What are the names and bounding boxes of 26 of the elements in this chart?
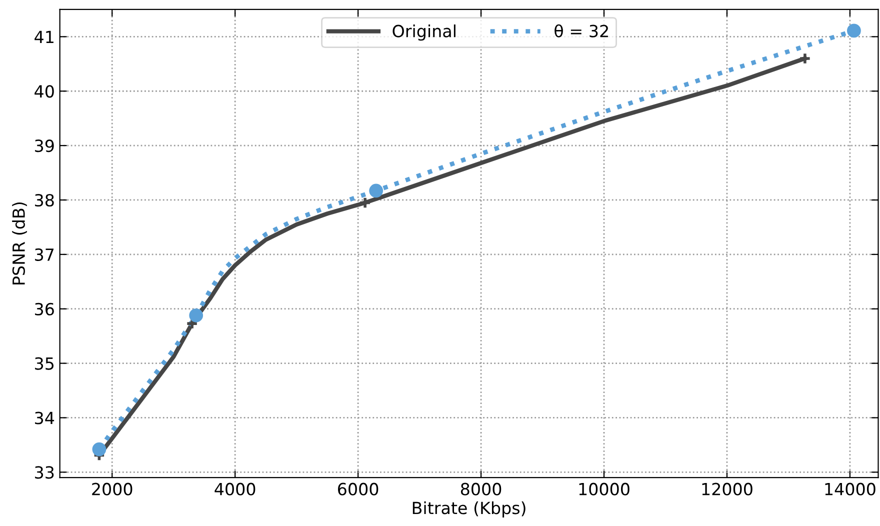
y-tick-label: 37 [35,248,54,261]
y-tick-label: 40 [34,85,54,98]
y-tick-label: 36 [35,302,54,316]
y-axis-title: PSNR (dB) [12,202,27,284]
x-tick-label: 10000 [579,482,630,496]
x-axis-title: Bitrate (Kbps) [412,501,526,518]
y-tick-label: 41 [34,30,54,44]
point [798,52,812,65]
x-tick-label: 6000 [338,482,378,496]
x-tick-label: 2000 [92,482,132,496]
y-tick-label: 35 [35,357,54,370]
legend-label: Original [392,24,456,41]
legend-label: θ = 32 [554,24,608,38]
point [369,184,384,198]
y-tick-label: 38 [35,194,54,207]
y-tick-label: 39 [35,140,54,152]
point [92,442,106,456]
point [358,196,372,209]
point [847,24,861,38]
y-tick-label: 33 [35,466,54,479]
y-tick-label: 34 [35,412,54,424]
point [189,308,204,322]
x-tick-label: 12000 [702,482,752,496]
x-tick-label: 14000 [825,482,876,496]
x-tick-label: 8000 [460,482,502,496]
x-tick-label: 4000 [214,482,256,496]
